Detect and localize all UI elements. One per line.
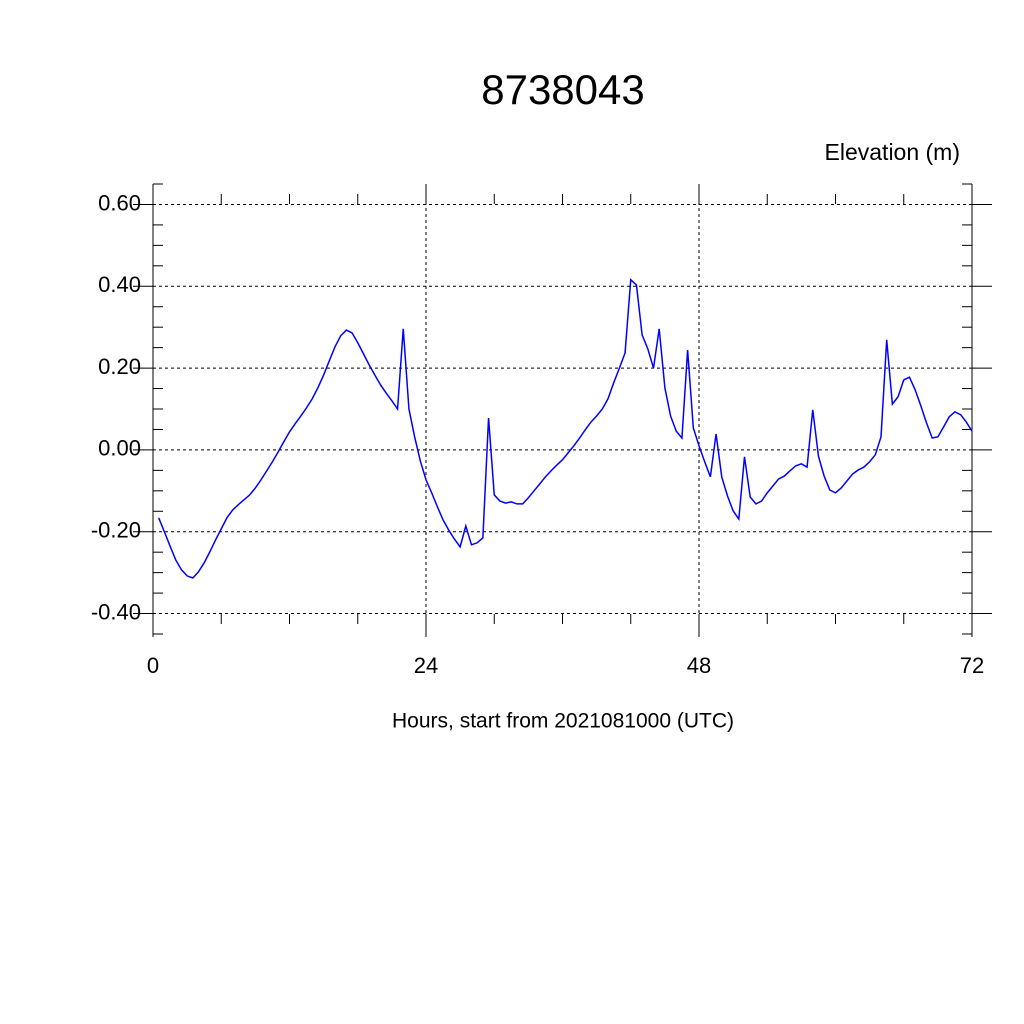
x-axis-label: Hours, start from 2021081000 (UTC): [392, 710, 734, 733]
y-tick-label: -0.40: [91, 599, 141, 624]
x-tick-label: 72: [960, 653, 984, 678]
y-tick-label: 0.60: [98, 190, 141, 215]
x-tick-label: 24: [414, 653, 438, 678]
y-axis-label: Elevation (m): [825, 139, 960, 165]
chart-title: 8738043: [481, 66, 645, 113]
y-tick-label: 0.00: [98, 436, 141, 461]
y-tick-label: 0.40: [98, 272, 141, 297]
x-tick-label: 48: [687, 653, 711, 678]
x-tick-label: 0: [147, 653, 159, 678]
y-tick-label: 0.20: [98, 354, 141, 379]
data-line: [157, 278, 973, 579]
y-tick-label: -0.20: [91, 518, 141, 543]
